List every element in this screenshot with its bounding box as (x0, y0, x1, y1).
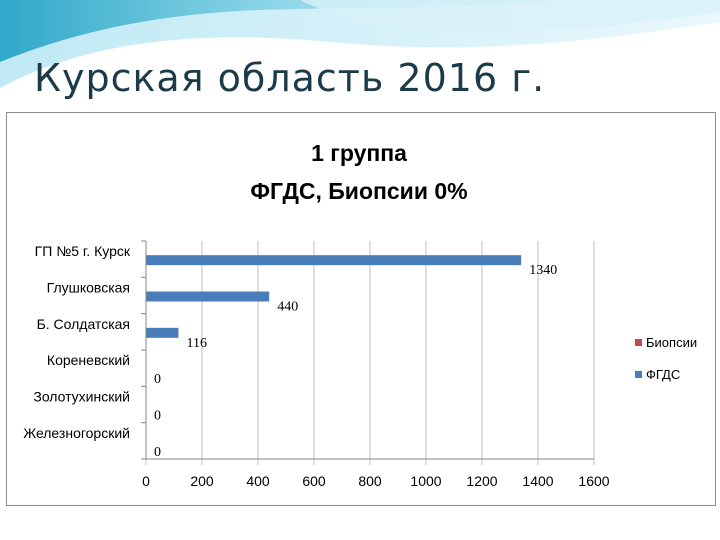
x-tick-label: 200 (190, 473, 214, 489)
chart-frame: ГП №5 г. Курск Глушковская Б. Солдатская Ко… (6, 112, 716, 506)
data-label: 0 (154, 409, 161, 424)
chart-axes (141, 240, 594, 460)
x-tick-label: 1600 (578, 473, 609, 489)
category-labels: ГП №5 г. Курск Глушковская Б. Солдатская Ко… (23, 243, 131, 441)
category-label: Золотухинский (33, 389, 130, 405)
chart-title-line: ФГДС, Биопсии 0% (250, 178, 467, 204)
background-swoosh (0, 0, 720, 88)
data-label: 440 (277, 300, 298, 315)
x-tick-label: 1000 (410, 473, 441, 489)
legend-label: ФГДС (646, 367, 680, 382)
x-tick-label: 400 (246, 473, 270, 489)
data-labels: 1340 440 116 0 0 0 (154, 263, 557, 460)
category-label: Железногорский (23, 425, 130, 441)
category-label: ГП №5 г. Курск (35, 243, 131, 259)
chart-gridlines (145, 241, 595, 465)
legend-swatch (635, 371, 642, 378)
x-tick-label: 0 (142, 473, 150, 489)
data-label: 0 (154, 372, 161, 387)
x-tick-label: 1200 (466, 473, 497, 489)
x-tick-label: 600 (302, 473, 326, 489)
legend-swatch (635, 339, 642, 346)
chart-legend: Биопсии ФГДС (635, 335, 697, 382)
x-tick-label: 800 (358, 473, 382, 489)
bar-fgds (146, 327, 179, 338)
chart-title: 1 группа ФГДС, Биопсии 0% (250, 140, 467, 204)
chart-bars (146, 255, 522, 338)
data-label: 0 (154, 445, 161, 460)
chart-title-line: 1 группа (311, 140, 407, 166)
slide-title: Курская область 2016 г. (34, 56, 546, 100)
category-label: Кореневский (47, 352, 130, 368)
data-label: 1340 (529, 263, 557, 278)
data-label: 116 (186, 336, 206, 351)
legend-label: Биопсии (646, 335, 697, 350)
bar-fgds (146, 291, 270, 302)
category-label: Б. Солдатская (37, 316, 130, 332)
bar-fgds (146, 255, 522, 266)
x-tick-labels: 0 200 400 600 800 1000 1200 1400 1600 (142, 473, 610, 489)
x-tick-label: 1400 (522, 473, 553, 489)
category-label: Глушковская (47, 280, 130, 296)
bar-chart: ГП №5 г. Курск Глушковская Б. Солдатская Ко… (23, 140, 697, 489)
